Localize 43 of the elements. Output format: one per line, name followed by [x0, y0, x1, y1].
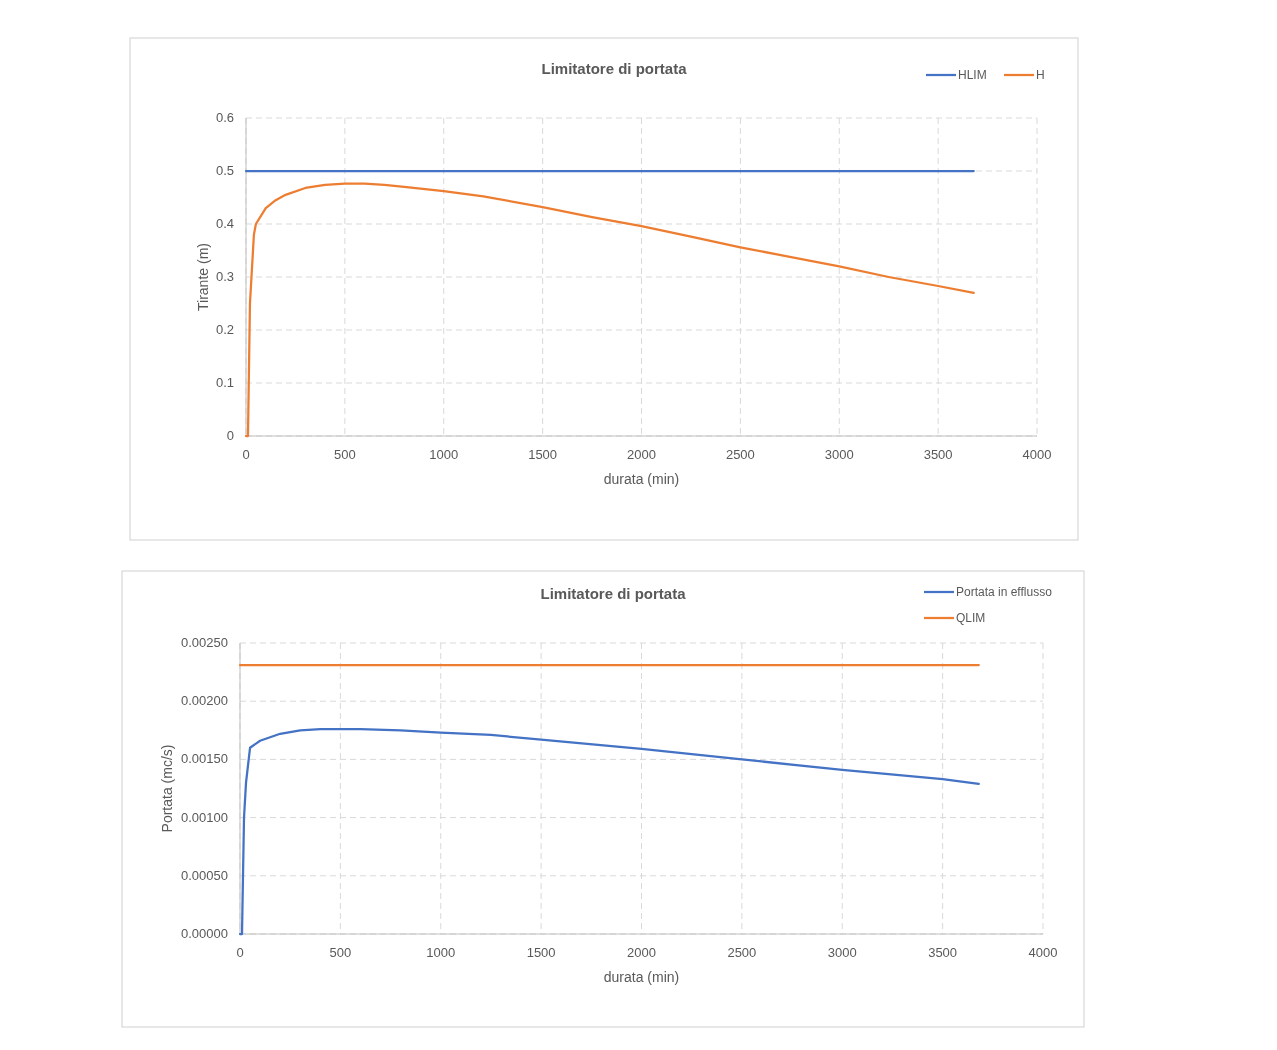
line-series [238, 728, 980, 936]
y-tick-label: 0.1 [215, 375, 234, 390]
x-tick-label: 2500 [725, 447, 755, 462]
y-tick-label: 0.6 [215, 110, 234, 125]
x-tick-label: 500 [334, 447, 356, 462]
chart-title: Limitatore di portata [541, 60, 688, 77]
x-tick-label: 3000 [827, 945, 857, 960]
y-tick-label: 0.00200 [181, 693, 228, 709]
y-tick-label: 0.00150 [181, 751, 228, 767]
y-tick-label: 0.4 [215, 216, 234, 231]
x-tick-label: 500 [329, 945, 352, 960]
x-tick-label: 1000 [426, 945, 456, 960]
x-tick-label: 0 [236, 945, 244, 960]
x-tick-label: 3000 [824, 447, 854, 462]
legend-label: H [1036, 68, 1045, 82]
y-axis-title: Tirante (m) [195, 243, 211, 311]
x-tick-label: 2000 [627, 447, 656, 462]
x-axis-title: durata (min) [603, 471, 680, 487]
x-tick-label: 2000 [627, 945, 656, 960]
y-axis-title: Portata (mc/s) [159, 744, 175, 833]
x-tick-label: 1000 [429, 447, 459, 462]
chart-title: Limitatore di portata [540, 585, 687, 602]
x-tick-label: 4000 [1028, 945, 1058, 960]
x-tick-label: 3500 [928, 945, 958, 960]
x-tick-label: 2500 [727, 945, 757, 960]
y-tick-label: 0.2 [215, 322, 234, 337]
x-tick-label: 4000 [1022, 447, 1052, 462]
y-tick-label: 0.00000 [181, 926, 228, 941]
x-axis-title: durata (min) [603, 969, 680, 985]
x-tick-label: 0 [242, 447, 250, 462]
y-tick-label: 0.00250 [181, 635, 228, 650]
legend-label: QLIM [956, 611, 986, 625]
y-tick-label: 0.5 [215, 163, 234, 178]
y-tick-label: 0 [226, 428, 234, 443]
line-series [244, 182, 975, 438]
x-tick-label: 1500 [528, 447, 558, 462]
y-tick-label: 0.00100 [181, 809, 228, 825]
x-tick-label: 1500 [526, 945, 556, 960]
legend-label: Portata in efflusso [956, 585, 1053, 599]
y-tick-label: 0.00050 [181, 867, 228, 883]
y-tick-label: 0.3 [215, 269, 234, 284]
x-tick-label: 3500 [923, 447, 953, 462]
legend-label: HLIM [958, 68, 987, 82]
